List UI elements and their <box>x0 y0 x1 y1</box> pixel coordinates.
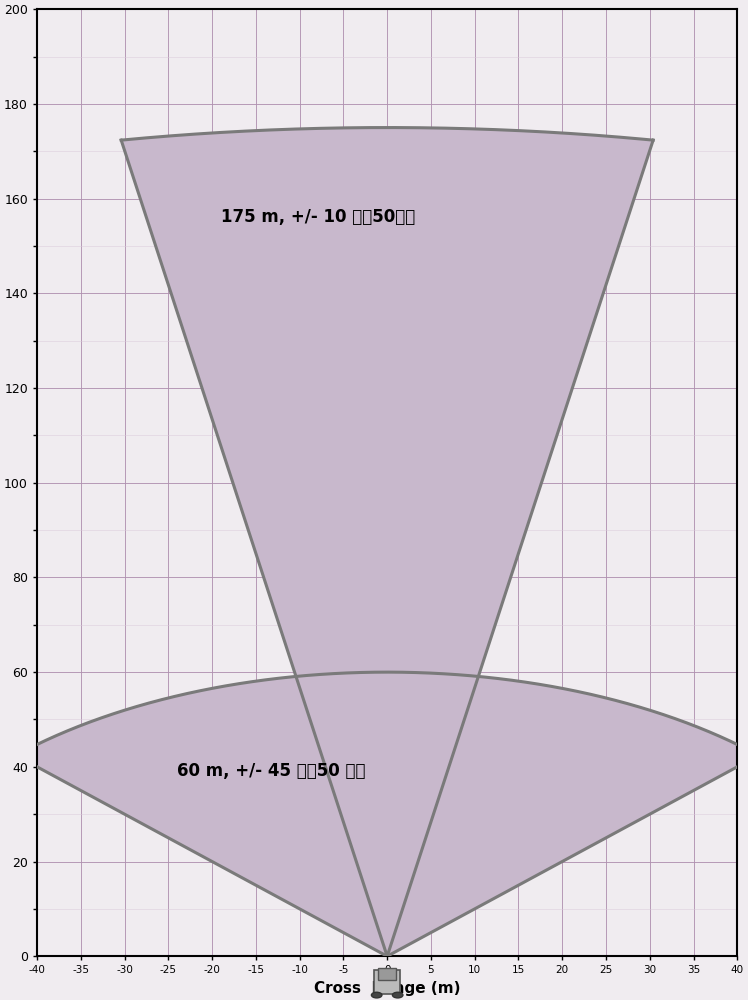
Circle shape <box>372 992 382 998</box>
Bar <box>374 970 400 994</box>
Polygon shape <box>121 128 653 956</box>
Bar <box>378 968 396 980</box>
Polygon shape <box>16 672 748 956</box>
Text: 175 m, +/- 10 度，50毫秒: 175 m, +/- 10 度，50毫秒 <box>221 208 415 226</box>
X-axis label: Cross  Range (m): Cross Range (m) <box>314 981 461 996</box>
Text: 60 m, +/- 45 度，50 毫秒: 60 m, +/- 45 度，50 毫秒 <box>177 762 366 780</box>
Circle shape <box>393 992 403 998</box>
